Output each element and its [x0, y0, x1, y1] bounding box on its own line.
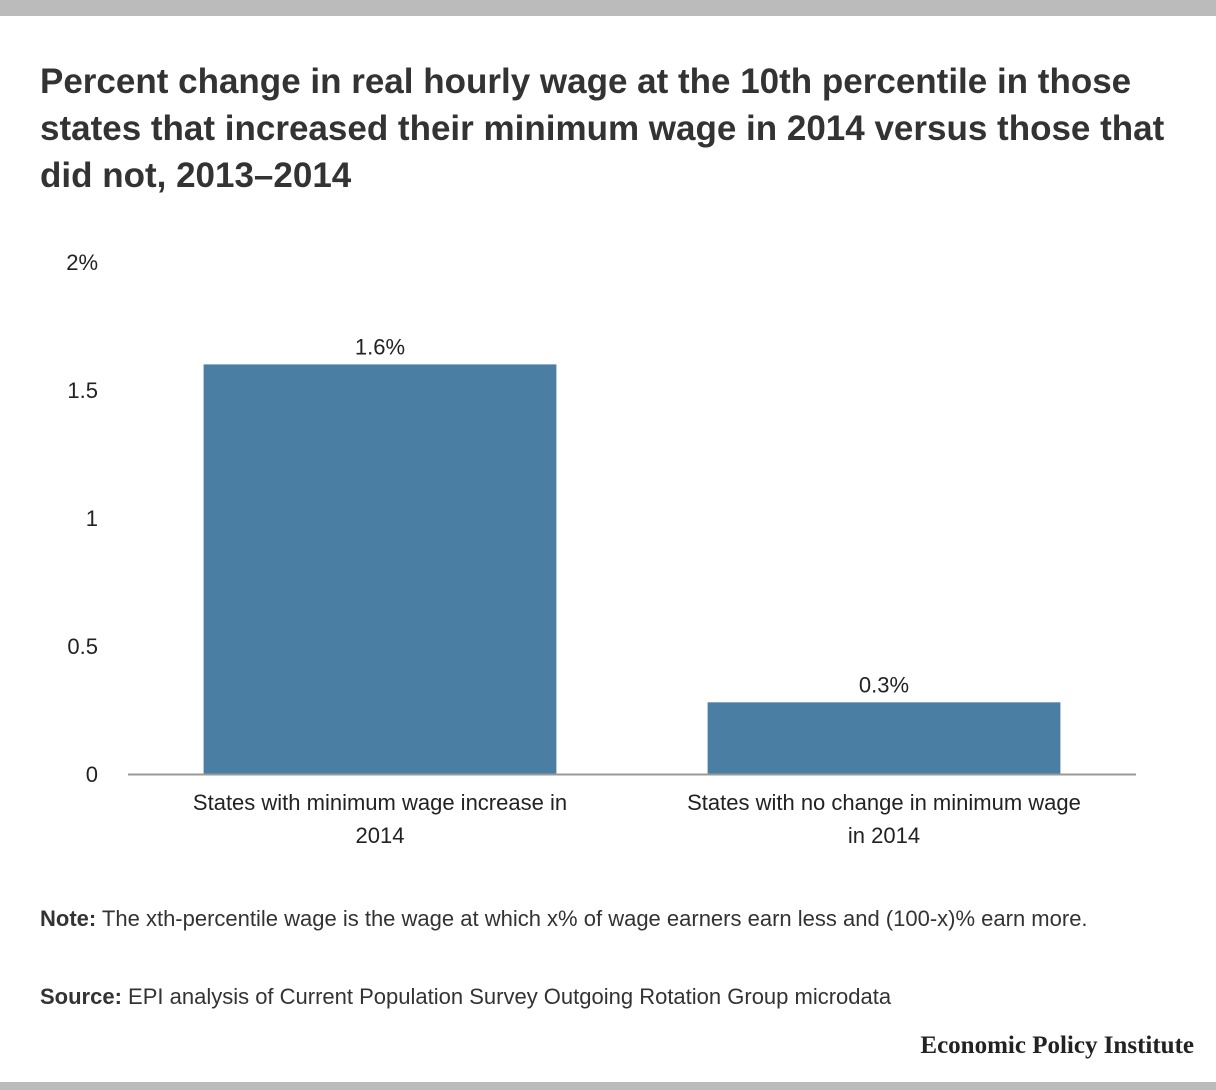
bottom-border-bar: [0, 1082, 1216, 1090]
source-label: Source:: [40, 984, 122, 1009]
source-text: EPI analysis of Current Population Surve…: [121, 984, 892, 1009]
y-tick-label: 0: [86, 762, 98, 787]
x-category-label-line: States with no change in minimum wage: [687, 790, 1081, 815]
x-category-label-line: States with minimum wage increase in: [193, 790, 567, 815]
x-axis: States with minimum wage increase in 2014…: [128, 773, 1136, 848]
bar-chart: 0 0.5 1 1.5 2% 1.6% 0.3% States with minimum …: [66, 250, 1136, 848]
chart-source: Source: EPI analysis of Current Populati…: [40, 981, 1170, 1013]
x-category-label-line: in 2014: [848, 823, 920, 848]
x-category-label: States with no change in minimum wage in …: [687, 790, 1081, 848]
top-border-bar: [0, 0, 1216, 16]
y-tick-label: 1.5: [67, 378, 98, 403]
bar: [203, 364, 557, 774]
bar-value-label: 0.3%: [859, 672, 909, 697]
note-label: Note:: [40, 906, 97, 931]
note-text: The xth-percentile wage is the wage at w…: [96, 906, 1088, 931]
chart-note: Note: The xth-percentile wage is the wag…: [40, 903, 1170, 935]
y-tick-label: 1: [86, 506, 98, 531]
chart-title: Percent change in real hourly wage at th…: [40, 62, 1165, 195]
y-tick-label: 0.5: [67, 634, 98, 659]
y-tick-label: 2%: [66, 250, 98, 275]
x-category-label-line: 2014: [356, 823, 405, 848]
bars: 1.6% 0.3%: [203, 334, 1061, 774]
bar-value-label: 1.6%: [355, 334, 405, 359]
x-category-label: States with minimum wage increase in 2014: [193, 790, 567, 848]
y-axis: 0 0.5 1 1.5 2%: [66, 250, 98, 787]
bar: [707, 702, 1061, 774]
brand-logo-text: Economic Policy Institute: [920, 1032, 1194, 1059]
